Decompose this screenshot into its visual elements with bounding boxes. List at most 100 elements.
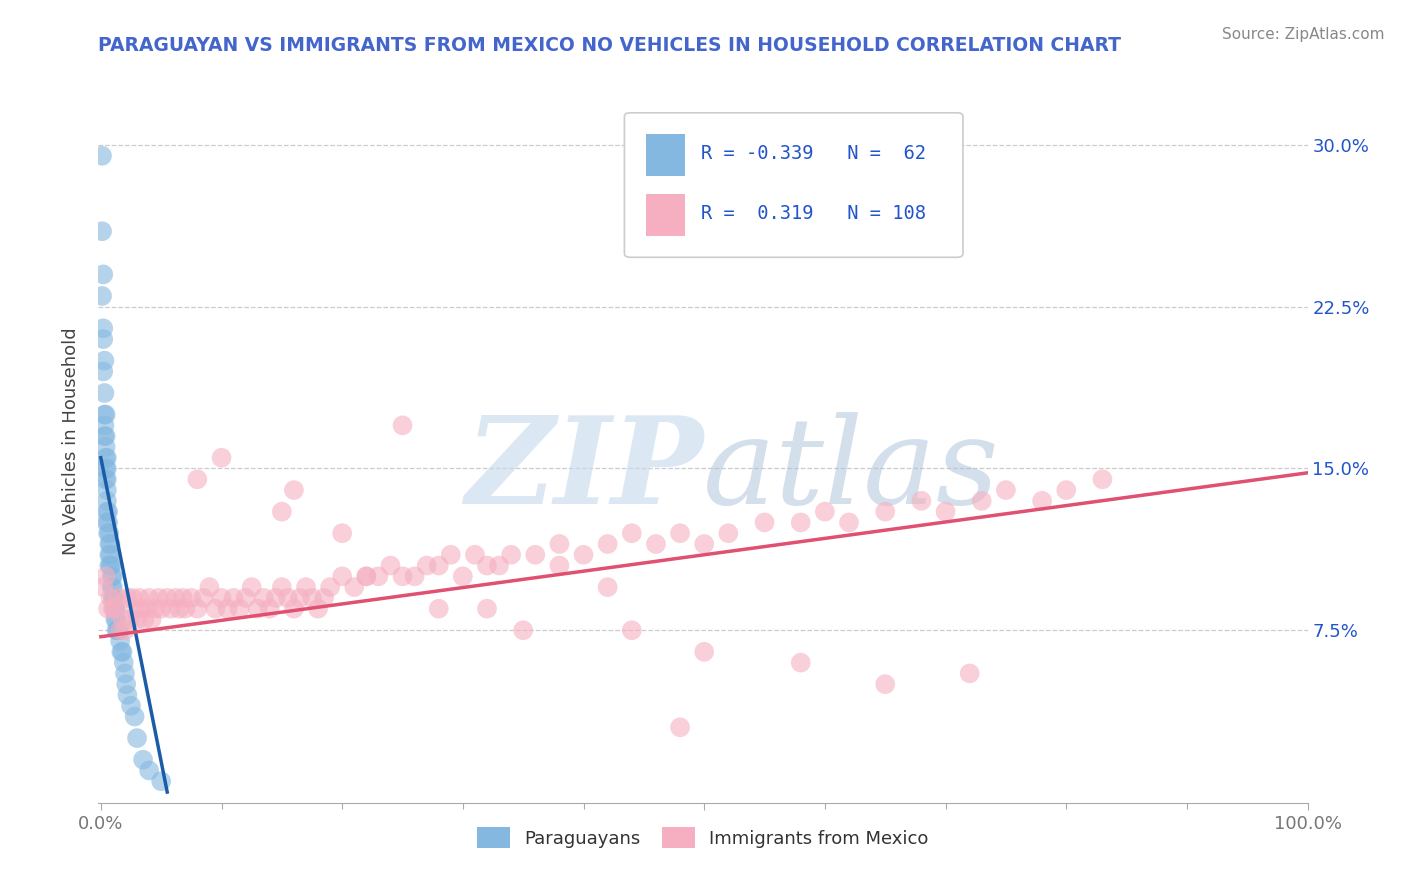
Point bbox=[240, 580, 263, 594]
Point bbox=[97, 601, 120, 615]
Point bbox=[391, 418, 413, 433]
Point bbox=[141, 612, 163, 626]
Point bbox=[264, 591, 287, 605]
Point bbox=[440, 548, 463, 562]
Point bbox=[114, 666, 136, 681]
Point bbox=[970, 493, 993, 508]
Point bbox=[277, 591, 299, 605]
Point bbox=[548, 558, 571, 573]
Point bbox=[94, 429, 117, 443]
Point bbox=[548, 537, 571, 551]
Point bbox=[391, 569, 413, 583]
Point bbox=[128, 591, 150, 605]
Point bbox=[91, 268, 114, 282]
Point bbox=[165, 591, 187, 605]
Point bbox=[134, 612, 156, 626]
Point bbox=[693, 645, 716, 659]
Point bbox=[669, 720, 692, 734]
Point bbox=[117, 688, 139, 702]
Point bbox=[125, 612, 148, 626]
Point bbox=[100, 558, 122, 573]
Point bbox=[105, 624, 128, 638]
Point bbox=[104, 601, 127, 615]
Point bbox=[270, 580, 292, 594]
Point bbox=[94, 472, 117, 486]
Point bbox=[156, 591, 179, 605]
Point bbox=[620, 526, 643, 541]
Point bbox=[301, 591, 323, 605]
Point bbox=[100, 548, 122, 562]
Point bbox=[101, 601, 124, 615]
Point bbox=[103, 601, 125, 615]
Text: R = -0.339   N =  62: R = -0.339 N = 62 bbox=[700, 145, 925, 163]
Point bbox=[94, 440, 117, 454]
Point bbox=[111, 612, 134, 626]
Point bbox=[124, 709, 146, 723]
Point bbox=[910, 493, 932, 508]
Point bbox=[404, 569, 426, 583]
Point bbox=[103, 591, 125, 605]
Point bbox=[222, 591, 245, 605]
Point bbox=[693, 537, 716, 551]
Point bbox=[93, 386, 115, 401]
Point bbox=[330, 526, 353, 541]
Legend: Paraguayans, Immigrants from Mexico: Paraguayans, Immigrants from Mexico bbox=[470, 820, 936, 855]
Point bbox=[174, 601, 197, 615]
Point bbox=[150, 774, 173, 789]
Point bbox=[115, 677, 138, 691]
Point bbox=[343, 580, 366, 594]
Point bbox=[121, 591, 143, 605]
Point bbox=[312, 591, 335, 605]
Point bbox=[319, 580, 342, 594]
Point bbox=[93, 353, 115, 368]
Point bbox=[283, 601, 305, 615]
Point bbox=[117, 591, 139, 605]
Bar bbox=[647, 134, 685, 176]
Point bbox=[101, 580, 124, 594]
Point bbox=[1091, 472, 1114, 486]
Point bbox=[107, 624, 129, 638]
Point bbox=[475, 601, 498, 615]
Point bbox=[91, 224, 114, 238]
Point bbox=[186, 601, 208, 615]
Point bbox=[91, 364, 114, 378]
Point bbox=[288, 591, 311, 605]
Point bbox=[596, 537, 619, 551]
Bar bbox=[647, 194, 685, 235]
Point bbox=[96, 516, 118, 530]
Point bbox=[97, 505, 120, 519]
Point bbox=[150, 601, 173, 615]
Point bbox=[380, 558, 402, 573]
Point bbox=[1054, 483, 1077, 497]
Point bbox=[259, 601, 281, 615]
Point bbox=[512, 624, 534, 638]
Point bbox=[295, 580, 318, 594]
Point bbox=[1031, 493, 1053, 508]
Point bbox=[91, 321, 114, 335]
Point bbox=[108, 624, 131, 638]
Point bbox=[235, 591, 257, 605]
Point bbox=[93, 418, 115, 433]
Point bbox=[93, 408, 115, 422]
Point bbox=[96, 472, 118, 486]
Text: ZIP: ZIP bbox=[465, 411, 703, 530]
Point bbox=[211, 450, 233, 465]
Point bbox=[98, 537, 121, 551]
Point bbox=[464, 548, 486, 562]
Point bbox=[253, 591, 276, 605]
Point bbox=[101, 569, 124, 583]
Point bbox=[100, 537, 122, 551]
Point bbox=[754, 516, 776, 530]
Point bbox=[475, 558, 498, 573]
Point bbox=[427, 558, 450, 573]
Point bbox=[108, 624, 131, 638]
Point bbox=[104, 612, 127, 626]
Point bbox=[451, 569, 474, 583]
Text: R =  0.319   N = 108: R = 0.319 N = 108 bbox=[700, 204, 925, 224]
Point bbox=[125, 731, 148, 745]
Point bbox=[135, 601, 157, 615]
Point bbox=[211, 591, 233, 605]
Point bbox=[124, 601, 146, 615]
Point bbox=[814, 505, 837, 519]
Point bbox=[186, 472, 208, 486]
